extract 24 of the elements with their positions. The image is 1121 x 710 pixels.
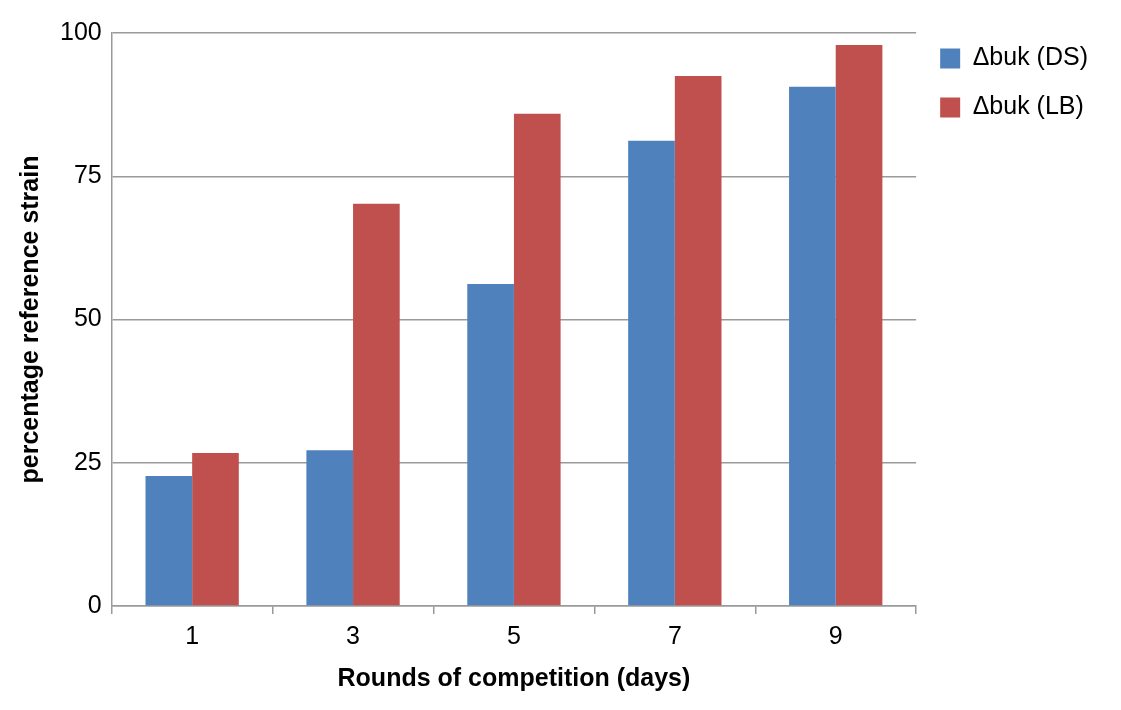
x-tick-label: 5 (506, 620, 521, 649)
y-tick-label: 0 (87, 589, 102, 618)
x-tick-label: 7 (667, 620, 682, 649)
legend-label: Δbuk (LB) (972, 91, 1084, 120)
bar (789, 86, 836, 606)
legend-label: Δbuk (DS) (972, 42, 1089, 71)
x-tick-label: 9 (828, 620, 843, 649)
y-tick-label: 75 (73, 160, 102, 189)
bar (467, 283, 514, 606)
bar (513, 113, 561, 606)
bar (674, 75, 722, 606)
bar (306, 450, 354, 606)
bar (353, 203, 400, 606)
bar (628, 140, 675, 606)
bar (192, 453, 239, 606)
y-tick-label: 50 (73, 303, 102, 332)
y-tick-label: 25 (73, 446, 102, 475)
y-tick-label: 100 (59, 16, 102, 45)
x-axis-title: Rounds of competition (days) (337, 662, 691, 691)
bar (145, 475, 193, 606)
x-tick-label: 3 (346, 620, 360, 649)
bar (835, 45, 883, 606)
y-axis-title: percentage reference strain (14, 155, 43, 484)
x-tick-label: 1 (185, 620, 200, 649)
